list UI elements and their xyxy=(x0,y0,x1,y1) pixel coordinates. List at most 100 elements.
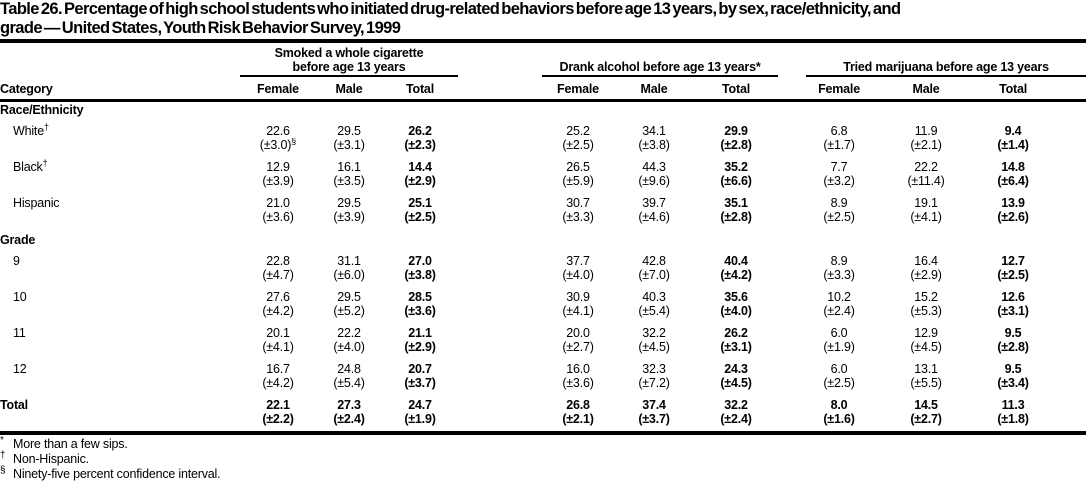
table-row: 11 20.1 22.2 21.1 20.0 32.2 26.2 6.0 12.9 9.5 xyxy=(0,322,1086,340)
ci-cell: (±4.6) xyxy=(638,210,670,224)
value-cell: 35.1 xyxy=(724,196,748,210)
ci-cell: (±2.8) xyxy=(997,340,1029,354)
ci-cell: (±1.4) xyxy=(997,138,1029,152)
ci-cell: (±6.4) xyxy=(997,174,1029,188)
column-gap xyxy=(458,286,542,304)
confidence-interval-row: (±4.2) (±5.4) (±3.7) (±3.6) (±7.2) (±4.5) (±2.… xyxy=(0,376,1086,394)
value-cell: 39.7 xyxy=(642,196,666,210)
row-label-spacer xyxy=(0,138,240,156)
ci-cell: (±2.5) xyxy=(823,210,855,224)
row-label: Black† xyxy=(13,157,48,174)
value-cell: 6.0 xyxy=(830,326,848,340)
ci-cell: (±4.5) xyxy=(638,340,670,354)
value-cell: 20.0 xyxy=(566,326,590,340)
column-gap xyxy=(458,120,542,138)
ci-cell: (±2.7) xyxy=(910,412,942,426)
value-cell: 25.1 xyxy=(408,196,432,210)
ci-cell: (±3.3) xyxy=(823,268,855,282)
cigarette-female-header: Female xyxy=(240,76,316,102)
group-header-row: Smoked a whole cigarette before age 13 y… xyxy=(0,46,1086,77)
column-gap xyxy=(458,376,542,394)
value-cell: 14.5 xyxy=(914,398,938,412)
ci-cell: (±3.2) xyxy=(823,174,855,188)
value-cell: 15.2 xyxy=(914,290,938,304)
ci-cell: (±1.9) xyxy=(823,340,855,354)
marijuana-female-header: Female xyxy=(806,76,873,102)
row-label: White† xyxy=(13,121,49,138)
column-gap xyxy=(458,394,542,412)
value-cell: 30.7 xyxy=(566,196,590,210)
value-cell: 21.0 xyxy=(266,196,290,210)
column-gap xyxy=(778,76,807,102)
confidence-interval-row: (±4.2) (±5.2) (±3.6) (±4.1) (±5.4) (±4.0) (±2.… xyxy=(0,304,1086,322)
column-gap xyxy=(458,156,542,174)
ci-cell: (±4.2) xyxy=(720,268,752,282)
row-label-spacer xyxy=(0,268,240,286)
value-cell: 13.1 xyxy=(914,362,938,376)
value-cell: 31.1 xyxy=(337,254,361,268)
column-gap xyxy=(458,304,542,322)
value-cell: 6.8 xyxy=(830,124,848,138)
table-row: Total 22.1 27.3 24.7 26.8 37.4 32.2 8.0 14.5 11.3 xyxy=(0,394,1086,412)
value-cell: 35.6 xyxy=(724,290,748,304)
ci-cell: (±2.4) xyxy=(333,412,365,426)
column-gap xyxy=(458,76,542,102)
value-cell: 29.5 xyxy=(337,290,361,304)
column-gap xyxy=(458,210,542,228)
ci-cell: (±5.5) xyxy=(910,376,942,390)
ci-cell: (±2.7) xyxy=(562,340,594,354)
value-cell: 21.1 xyxy=(408,326,432,340)
cigarette-total-header: Total xyxy=(382,76,458,102)
column-gap xyxy=(778,46,806,76)
value-cell: 8.0 xyxy=(830,398,848,412)
ci-cell: (±4.1) xyxy=(910,210,942,224)
table-row: Hispanic 21.0 29.5 25.1 30.7 39.7 35.1 8.9 19.1 1… xyxy=(0,192,1086,210)
ci-cell: (±3.5) xyxy=(333,174,365,188)
column-gap xyxy=(458,46,542,76)
confidence-interval-row: (±2.2) (±2.4) (±1.9) (±2.1) (±3.7) (±2.4) (±1.… xyxy=(0,412,1086,430)
row-label-spacer xyxy=(0,174,240,192)
value-cell: 6.0 xyxy=(830,362,848,376)
group-header-cigarette: Smoked a whole cigarette before age 13 y… xyxy=(240,46,458,77)
column-gap xyxy=(778,250,806,268)
ci-cell: (±6.0) xyxy=(333,268,365,282)
table-title-line-1: Table 26. Percentage of high school stud… xyxy=(0,0,901,18)
column-gap xyxy=(458,174,542,192)
row-label-spacer xyxy=(0,304,240,322)
value-cell: 27.6 xyxy=(266,290,290,304)
value-cell: 22.2 xyxy=(337,326,361,340)
ci-cell: (±5.9) xyxy=(562,174,594,188)
ci-cell: (±2.3) xyxy=(404,138,436,152)
column-gap xyxy=(778,286,806,304)
column-gap xyxy=(778,174,806,192)
marijuana-total-header: Total xyxy=(968,76,1086,102)
row-label-spacer xyxy=(0,340,240,358)
value-cell: 10.2 xyxy=(827,290,851,304)
value-cell: 13.9 xyxy=(1001,196,1025,210)
ci-cell: (±3.0)§ xyxy=(259,138,297,152)
value-cell: 20.1 xyxy=(266,326,290,340)
row-label: Hispanic xyxy=(13,196,60,210)
ci-cell: (±2.5) xyxy=(823,376,855,390)
value-cell: 24.7 xyxy=(408,398,432,412)
column-gap xyxy=(458,358,542,376)
column-gap xyxy=(778,412,806,430)
ci-cell: (±4.1) xyxy=(562,304,594,318)
value-cell: 22.6 xyxy=(266,124,290,138)
data-table: Smoked a whole cigarette before age 13 y… xyxy=(0,46,1086,430)
value-cell: 24.3 xyxy=(724,362,748,376)
column-gap xyxy=(778,156,806,174)
ci-cell: (±3.1) xyxy=(997,304,1029,318)
value-cell: 42.8 xyxy=(642,254,666,268)
table-title-line-2: grade — United States, Youth Risk Behavi… xyxy=(0,19,401,37)
ci-cell: (±3.6) xyxy=(262,210,294,224)
ci-cell: (±4.0) xyxy=(333,340,365,354)
value-cell: 9.4 xyxy=(1004,124,1022,138)
value-cell: 16.7 xyxy=(266,362,290,376)
ci-cell: (±1.8) xyxy=(997,412,1029,426)
ci-cell: (±5.4) xyxy=(638,304,670,318)
ci-cell: (±3.9) xyxy=(333,210,365,224)
value-cell: 12.9 xyxy=(914,326,938,340)
ci-cell: (±2.4) xyxy=(823,304,855,318)
